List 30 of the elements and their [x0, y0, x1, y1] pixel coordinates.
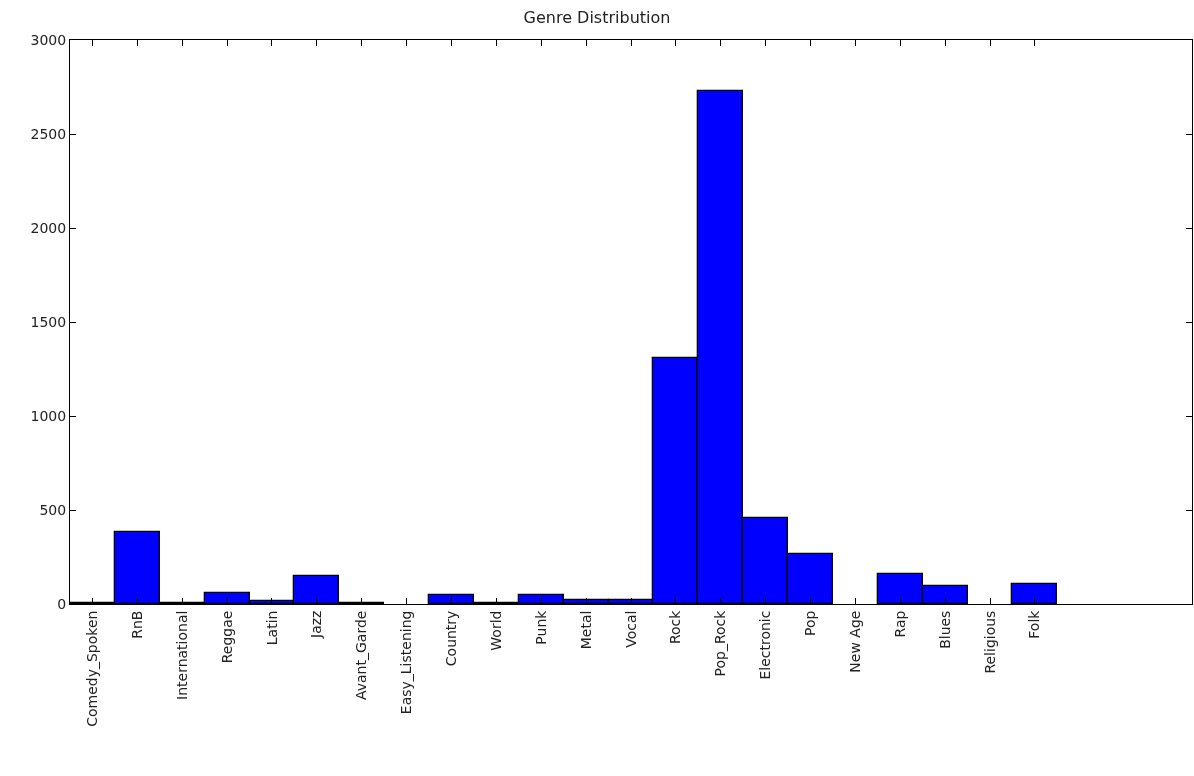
x-tick-label: Punk: [532, 609, 549, 645]
y-tick-label: 1000: [30, 407, 67, 424]
x-tick-label: Country: [443, 610, 460, 667]
x-tick-label: Pop_Rock: [712, 609, 729, 677]
x-tick-label: Avant_Garde: [353, 610, 370, 701]
x-tick-label: Vocal: [622, 610, 639, 648]
y-tick-label: 2000: [30, 219, 67, 236]
x-tick-label: Rap: [891, 610, 908, 638]
y-tick-label: 1500: [30, 313, 67, 330]
x-tick-label: Metal: [577, 610, 594, 650]
x-tick-label: Rock: [667, 609, 684, 645]
x-tick-label: Jazz: [308, 610, 325, 640]
x-tick-label: Latin: [263, 610, 280, 646]
x-tick-label: Electronic: [757, 610, 774, 680]
x-tick-label: Folk: [1026, 609, 1043, 639]
x-tick-label: New Age: [846, 610, 863, 673]
x-tick-label: Easy_Listening: [398, 610, 415, 715]
x-tick-label: World: [487, 610, 504, 651]
y-tick-label: 500: [39, 501, 67, 518]
chart-title: Genre Distribution: [523, 7, 671, 27]
y-tick-label: 2500: [30, 125, 67, 142]
x-tick-label: Blues: [936, 610, 953, 649]
x-tick-label: Religious: [981, 610, 998, 674]
x-tick-label: Reggae: [218, 610, 235, 664]
x-tick-label: RnB: [128, 610, 145, 639]
x-tick-label: Comedy_Spoken: [83, 610, 100, 727]
x-tick-label: International: [173, 610, 190, 700]
y-tick-label: 0: [57, 595, 67, 612]
x-tick-label: Pop: [802, 610, 819, 637]
y-tick-label: 3000: [30, 31, 67, 48]
